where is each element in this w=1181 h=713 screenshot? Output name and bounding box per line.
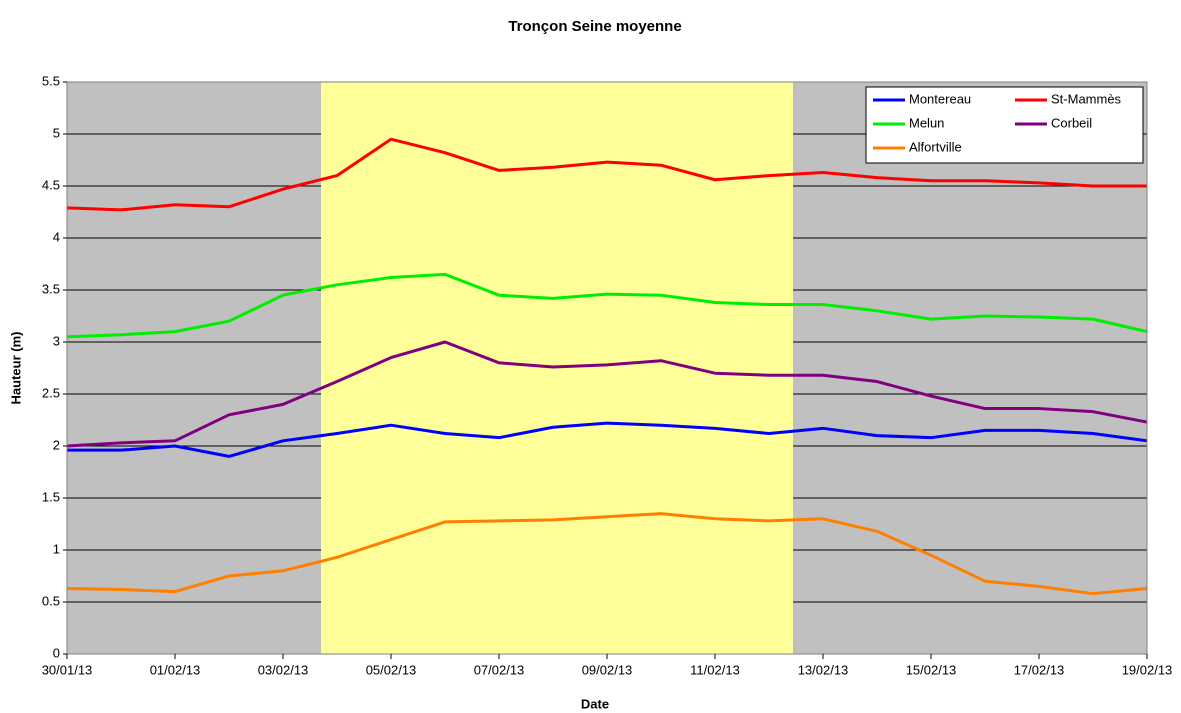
y-tick-label: 0 [53, 645, 60, 660]
x-tick-label: 03/02/13 [258, 662, 309, 677]
y-tick-label: 5.5 [42, 73, 60, 88]
legend-label: Montereau [909, 91, 971, 106]
series-line [66, 512, 1148, 596]
series-line [66, 340, 1148, 448]
x-tick-label: 01/02/13 [150, 662, 201, 677]
legend-label: St-Mammès [1051, 91, 1122, 106]
y-tick-label: 5 [53, 125, 60, 140]
y-tick-label: 0.5 [42, 593, 60, 608]
x-tick-label: 15/02/13 [906, 662, 957, 677]
y-axis-title: Hauteur (m) [8, 332, 23, 405]
y-tick-label: 1 [53, 541, 60, 556]
series-line [67, 421, 1148, 458]
x-tick-label: 09/02/13 [582, 662, 633, 677]
x-tick-label: 07/02/13 [474, 662, 525, 677]
x-tick-label: 13/02/13 [798, 662, 849, 677]
y-tick-label: 4 [53, 229, 60, 244]
y-tick-label: 2 [53, 437, 60, 452]
x-tick-label: 30/01/13 [42, 662, 93, 677]
legend-label: Corbeil [1051, 115, 1092, 130]
y-tick-label: 4.5 [42, 177, 60, 192]
x-tick-label: 17/02/13 [1014, 662, 1065, 677]
series-line [66, 137, 1147, 212]
y-tick-label: 3.5 [42, 281, 60, 296]
x-tick-label: 05/02/13 [366, 662, 417, 677]
x-tick-label: 19/02/13 [1122, 662, 1173, 677]
y-tick-label: 2.5 [42, 385, 60, 400]
legend-label: Alfortville [909, 139, 962, 154]
series-line [66, 272, 1148, 339]
y-tick-label: 3 [53, 333, 60, 348]
x-axis-title: Date [581, 696, 609, 711]
legend-label: Melun [909, 115, 944, 130]
y-tick-label: 1.5 [42, 489, 60, 504]
x-tick-label: 11/02/13 [690, 662, 740, 677]
legend-box [865, 86, 1144, 164]
chart-title: Tronçon Seine moyenne [508, 18, 681, 35]
